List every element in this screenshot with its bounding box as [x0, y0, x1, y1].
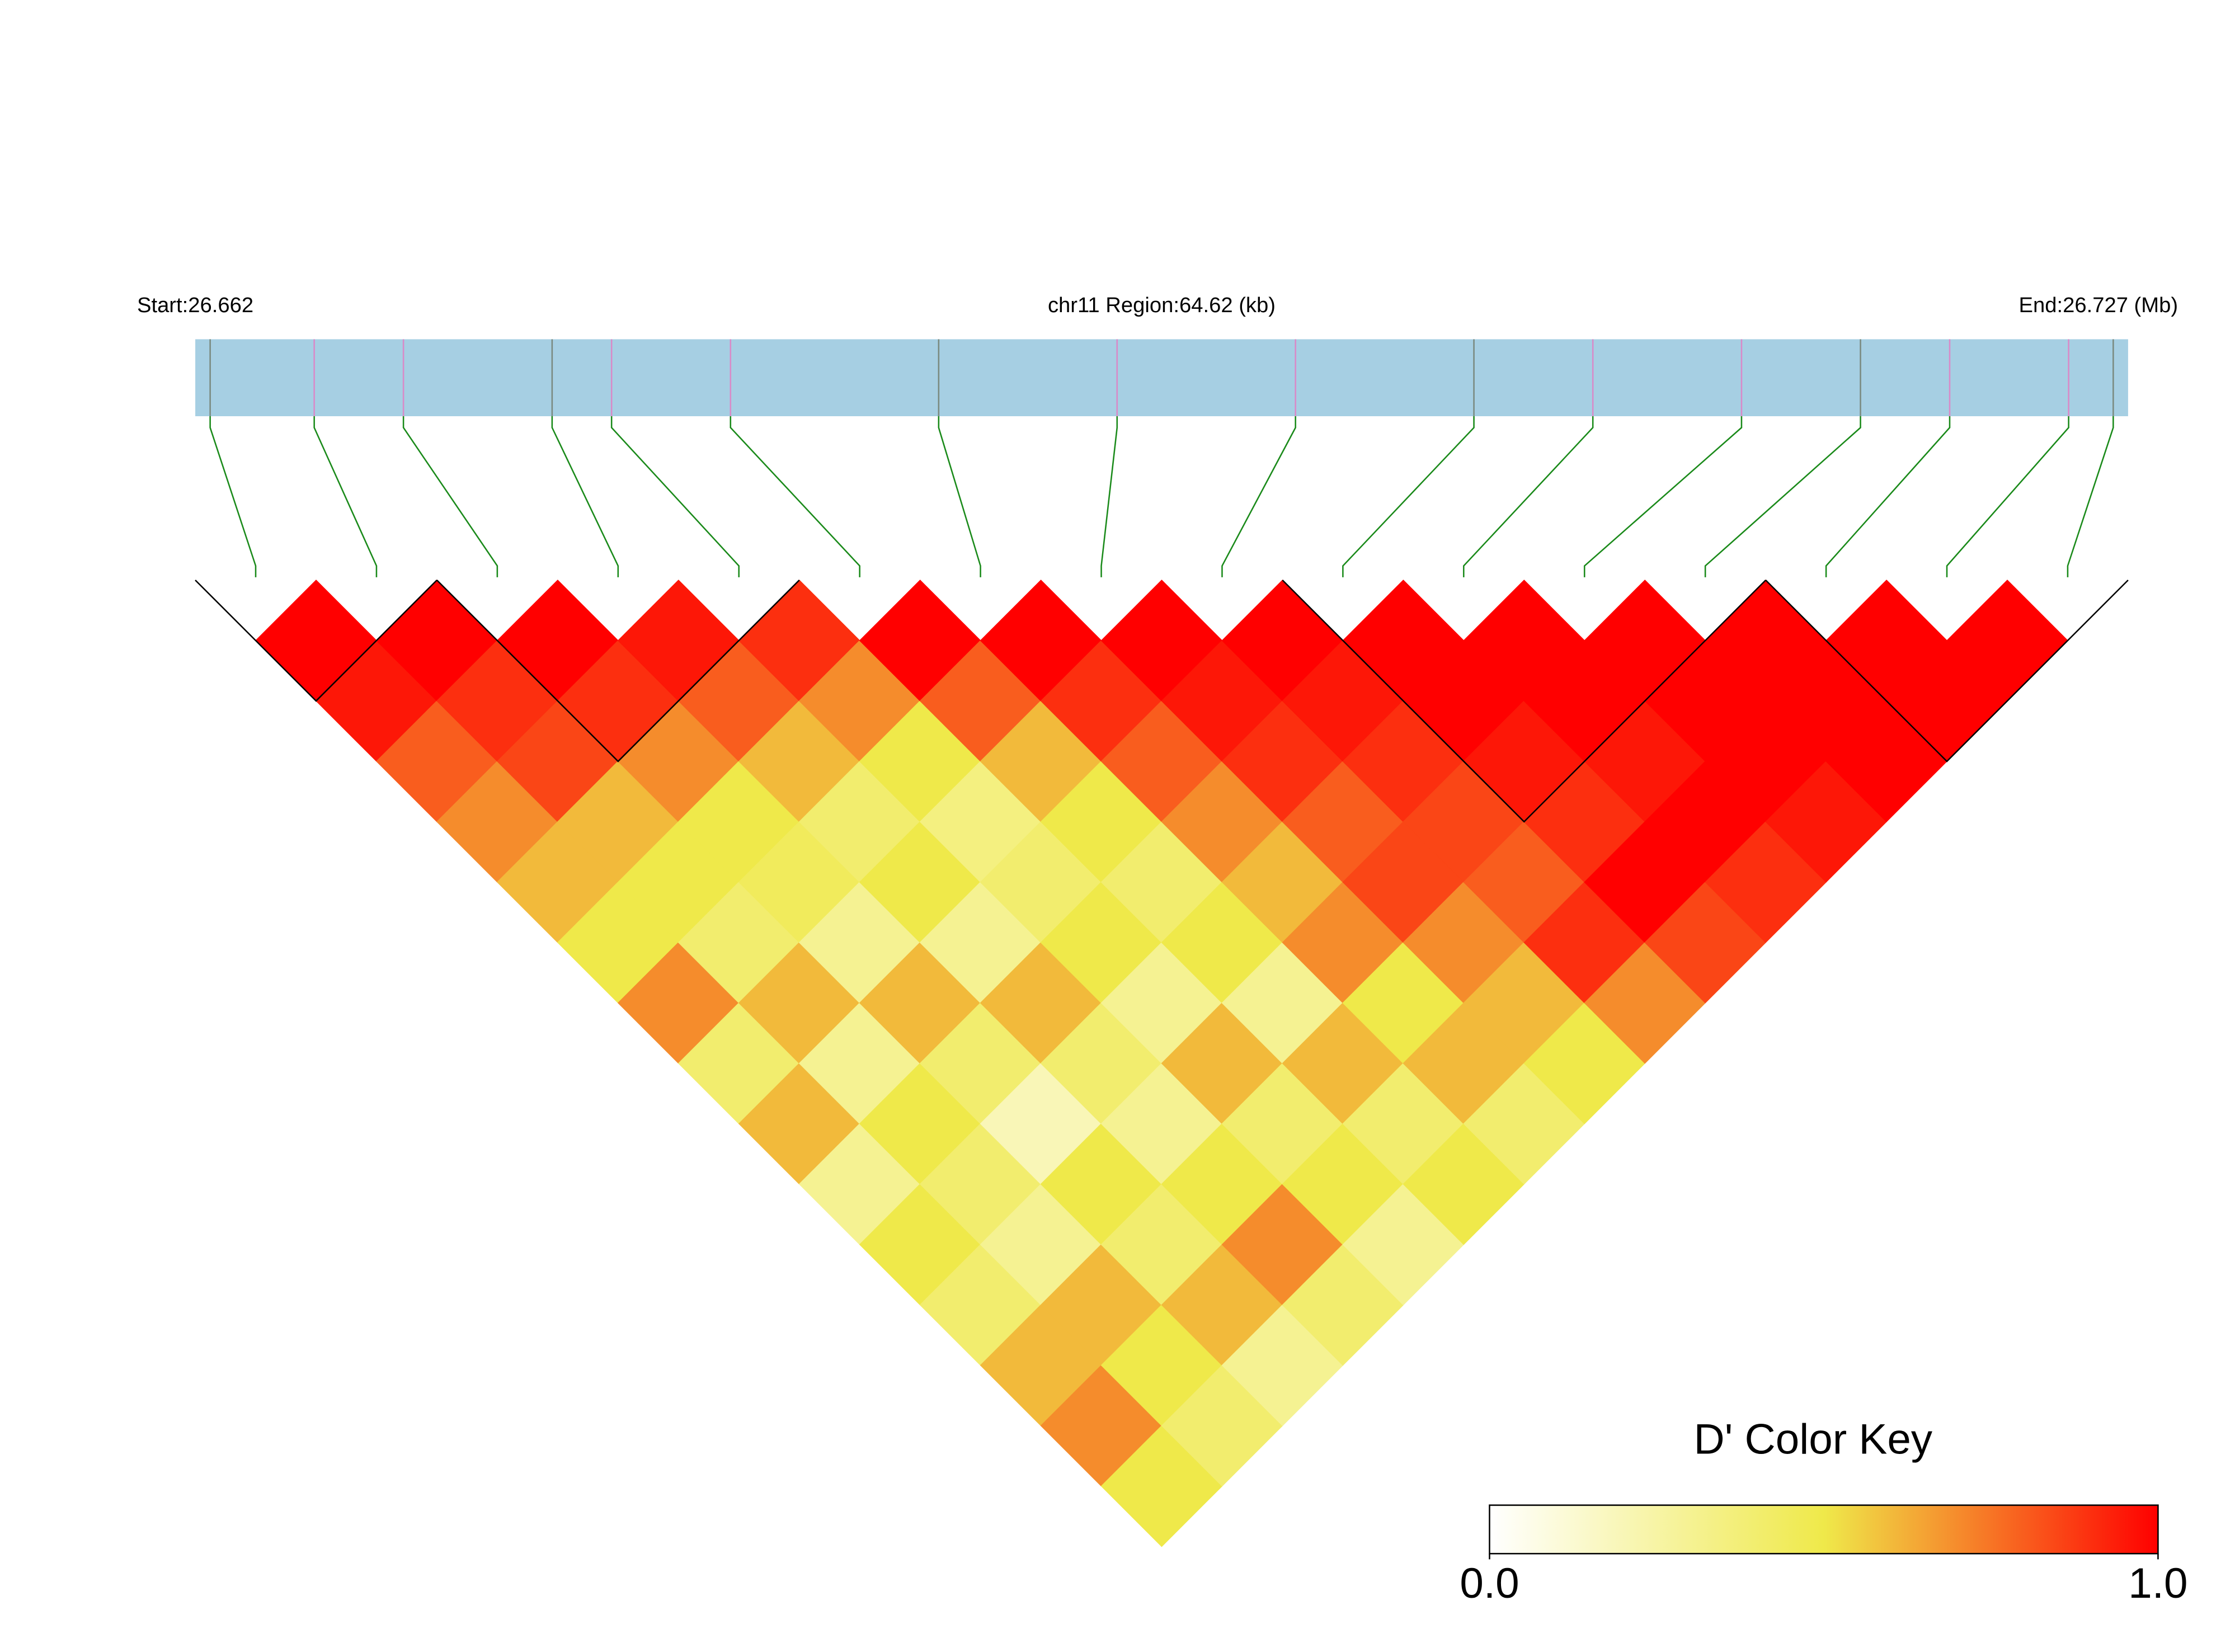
snp-connector [730, 416, 860, 577]
ld-block [436, 580, 800, 763]
snp-connector [1825, 416, 1951, 577]
gene-bar [195, 339, 2128, 416]
key-tick-label: 0.0 [1460, 1560, 1519, 1607]
ld-block [1765, 580, 2129, 763]
snp-connector [1704, 416, 1861, 577]
end-label: End:26.727 (Mb) [2019, 293, 2178, 317]
snp-connector [1342, 416, 1475, 577]
snp-connector [1463, 416, 1594, 577]
snp-connector [1583, 416, 1743, 577]
snp-connector [1946, 416, 2069, 577]
start-label: Start:26.662 [137, 293, 253, 317]
snp-connector [1100, 416, 1118, 577]
snp-connector [610, 416, 740, 577]
color-key [1489, 1504, 2159, 1555]
ld-block [195, 580, 437, 702]
ld-block [1282, 580, 1767, 823]
key-title: D' Color Key [1694, 1416, 1933, 1463]
snp-connector [402, 416, 498, 577]
snp-connector [209, 416, 257, 577]
region-label: chr11 Region:64.62 (kb) [1048, 293, 1276, 317]
snp-connector [938, 416, 981, 577]
snp-connector [2067, 416, 2114, 577]
key-tick-label: 1.0 [2128, 1560, 2187, 1607]
snp-connector [313, 416, 378, 577]
snp-connector [1221, 416, 1296, 577]
snp-connector [551, 416, 619, 577]
